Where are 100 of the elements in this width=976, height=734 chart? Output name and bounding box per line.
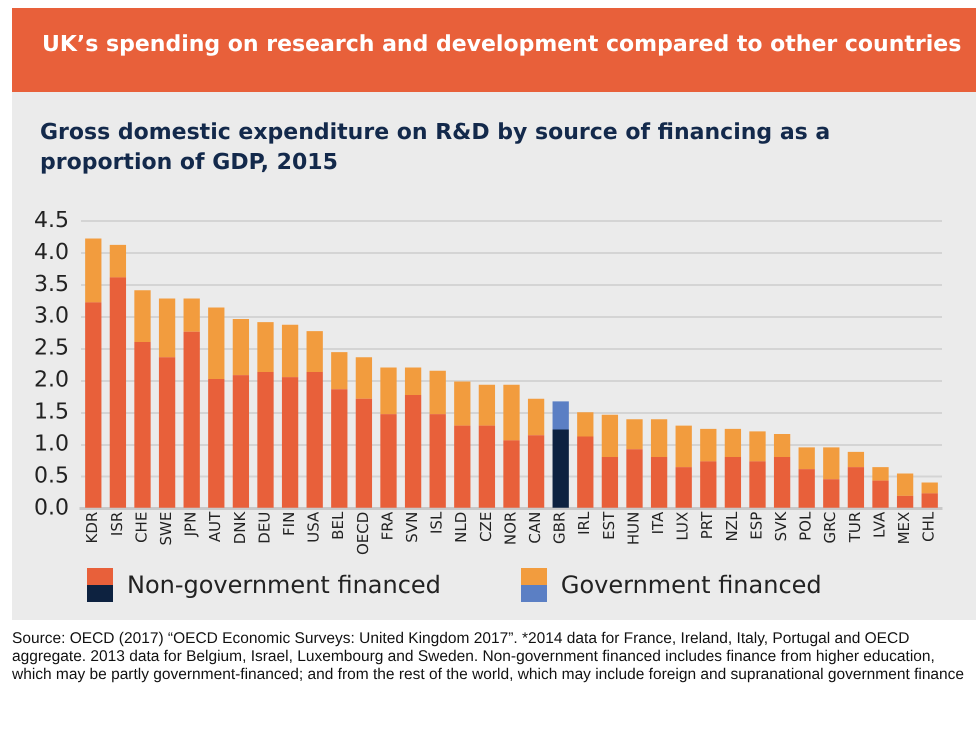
x-tick-label: PRT [698, 510, 716, 540]
x-tick-label: SWE [156, 512, 175, 546]
x-tick-label: ISL [428, 511, 446, 534]
bar [872, 480, 889, 508]
x-tick-label: DEU [255, 512, 274, 544]
bar [552, 429, 569, 508]
x-tick-label: NOR [501, 512, 520, 546]
x-tick-label: LVA [870, 510, 888, 538]
x-tick-label: CZE [476, 512, 495, 542]
bar [356, 357, 372, 399]
bar [922, 493, 938, 508]
bar [823, 479, 840, 508]
x-tick-label: OECD [354, 512, 372, 556]
bar [724, 428, 742, 457]
bar [158, 357, 176, 508]
bar [282, 377, 298, 508]
bar [676, 426, 692, 468]
bar [282, 324, 298, 378]
chart-title: UK’s spending on research and development compared to other countries [12, 8, 976, 92]
bar [700, 461, 716, 508]
x-tick-label: NLD [452, 512, 470, 543]
x-tick-label: ISR [108, 512, 126, 536]
bar [896, 474, 914, 496]
bar [700, 428, 716, 462]
x-tick-label: CHL [920, 511, 938, 542]
chart-subtitle: Gross domestic expenditure on R&D by source of financing as a proportion of GDP, 2015 [40, 119, 832, 177]
x-tick-label: BEL [329, 511, 348, 540]
bar [896, 496, 914, 508]
bar [331, 389, 348, 508]
bar [331, 352, 348, 390]
bar [85, 238, 102, 302]
bar [724, 456, 742, 508]
x-tick-label: USA [304, 510, 323, 543]
bar [380, 414, 397, 508]
y-tick-label: 3.5 [34, 272, 69, 297]
bar [454, 426, 470, 508]
bar [134, 290, 151, 342]
bar [676, 467, 692, 508]
y-tick-label: 4.5 [34, 208, 69, 233]
bar [577, 436, 594, 508]
legend-label: Non-government financed [127, 571, 441, 599]
bar [798, 469, 815, 508]
bar [404, 394, 422, 508]
bar [478, 384, 496, 426]
x-tick-label: AUT [206, 510, 224, 542]
bar [306, 372, 323, 508]
x-tick-label: KDR [83, 512, 102, 544]
bar [774, 434, 790, 457]
bar [749, 431, 766, 462]
x-tick-label: DNK [230, 510, 249, 544]
x-tick-label: GBR [550, 512, 569, 544]
bar [208, 379, 224, 508]
bar [528, 435, 544, 508]
bar [85, 302, 102, 508]
bar [848, 467, 864, 508]
bar [454, 382, 470, 426]
x-tick-label: EST [600, 510, 618, 540]
y-tick-label: 4.0 [34, 240, 69, 265]
legend-label: Government financed [560, 571, 822, 599]
bar [306, 331, 323, 372]
x-tick-label: NZL [722, 511, 741, 542]
bar [577, 412, 594, 436]
x-tick-label: GRC [821, 512, 840, 544]
y-tick-label: 1.5 [34, 400, 69, 425]
bar [184, 332, 200, 508]
x-tick-label: IRL [575, 511, 594, 535]
x-tick-label: CAN [526, 512, 544, 544]
bar [798, 447, 815, 470]
bar [626, 449, 643, 508]
x-tick-label: HUN [624, 512, 642, 546]
bar [552, 401, 569, 430]
x-tick-label: JPN [182, 512, 200, 538]
x-tick-label: FRA [378, 510, 396, 540]
source-note: Source: OECD (2017) “OECD Economic Surveys: United Kingdom 2017”. *2014 data for France, Ireland, Italy, Portugal and OECD aggregate. 2013 data for Belgium, Israel, Luxembourg and Sweden. Non-government financed includes finance from higher education, which may be partly government-financed; and from the rest of the world, which may include foreign and supranational government finance [12, 630, 966, 684]
bar [872, 467, 889, 481]
bar [208, 307, 224, 379]
bar [380, 368, 397, 414]
x-tick-label: ITA [648, 510, 667, 534]
y-tick-label: 0.5 [34, 463, 69, 488]
x-tick-label: LUX [674, 512, 692, 541]
y-tick-label: 0.0 [34, 495, 69, 520]
bar [602, 414, 618, 457]
bar [823, 447, 840, 480]
bar [478, 426, 496, 508]
x-tick-label: CHE [132, 512, 150, 543]
bar [110, 277, 126, 508]
bar [134, 342, 151, 508]
bar [503, 384, 520, 440]
bar [848, 452, 864, 468]
y-tick-label: 2.5 [34, 336, 69, 361]
bar [503, 440, 520, 508]
bar [774, 456, 790, 508]
x-tick-label: ESP [747, 512, 766, 540]
x-tick-label: FIN [280, 512, 298, 536]
bar [232, 318, 250, 376]
y-tick-label: 1.0 [34, 432, 69, 457]
bar [257, 322, 274, 372]
bar [626, 419, 643, 450]
bar [257, 372, 274, 508]
x-tick-label: SVK [772, 510, 790, 542]
